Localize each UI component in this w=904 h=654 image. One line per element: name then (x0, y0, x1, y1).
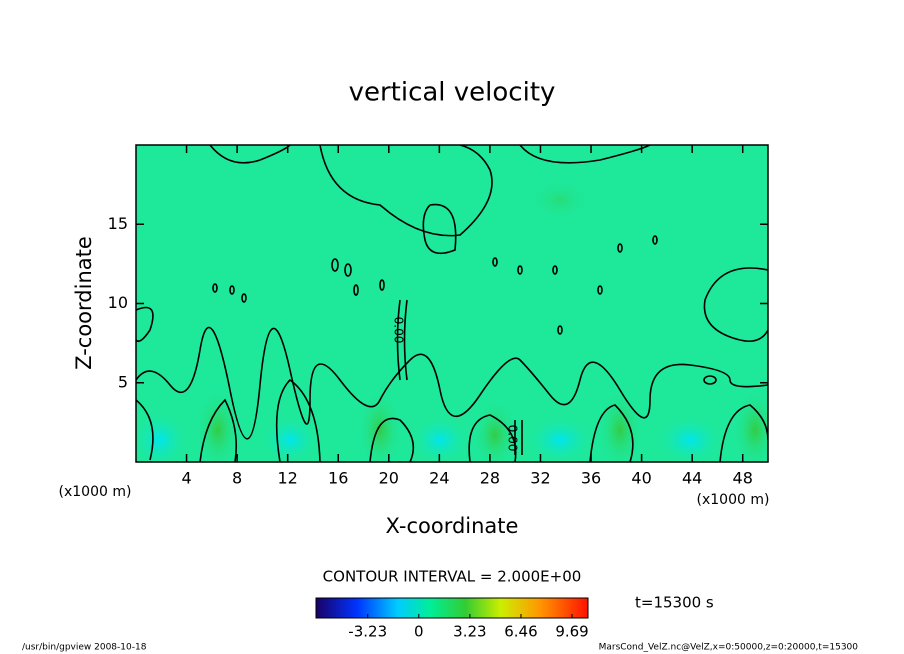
x-tick-label: 16 (328, 469, 348, 488)
colorbar-tick-label: 9.69 (555, 623, 588, 641)
chart-title: vertical velocity (349, 78, 556, 108)
colorbar-tick-label: 6.46 (504, 623, 537, 641)
colorbar-tick-label: -3.23 (348, 623, 387, 641)
x-tick-label: 44 (682, 469, 702, 488)
colorbar-tick-label: 3.23 (453, 623, 486, 641)
colorbar (315, 597, 589, 619)
y-axis-label: Z-coordinate (72, 236, 96, 370)
x-tick-label: 24 (429, 469, 449, 488)
x-tick-label: 4 (181, 469, 191, 488)
field (136, 145, 768, 462)
x-tick-label: 8 (232, 469, 242, 488)
footer-right: MarsCond_VelZ.nc@VelZ,x=0:50000,z=0:2000… (599, 643, 859, 653)
x-unit: (x1000 m) (59, 484, 132, 500)
x-tick-label: 28 (480, 469, 500, 488)
contour-label: 0.00 (506, 425, 520, 452)
contour-interval: CONTOUR INTERVAL = 2.000E+00 (323, 568, 582, 586)
x-axis-label: X-coordinate (386, 514, 519, 538)
x-unit: (x1000 m) (697, 492, 770, 508)
x-tick-label: 20 (379, 469, 399, 488)
y-tick-label: 15 (108, 214, 128, 233)
time-label: t=15300 s (635, 594, 714, 612)
x-tick-label: 36 (581, 469, 601, 488)
x-tick-label: 12 (278, 469, 298, 488)
footer-left: /usr/bin/gpview 2008-10-18 (22, 643, 147, 653)
x-tick-label: 32 (530, 469, 550, 488)
x-tick-label: 48 (733, 469, 753, 488)
y-tick-label: 5 (118, 372, 128, 391)
x-tick-label: 40 (631, 469, 651, 488)
contour-label: 0.00 (392, 317, 406, 344)
colorbar-tick-label: 0 (414, 623, 424, 641)
y-tick-label: 10 (108, 293, 128, 312)
